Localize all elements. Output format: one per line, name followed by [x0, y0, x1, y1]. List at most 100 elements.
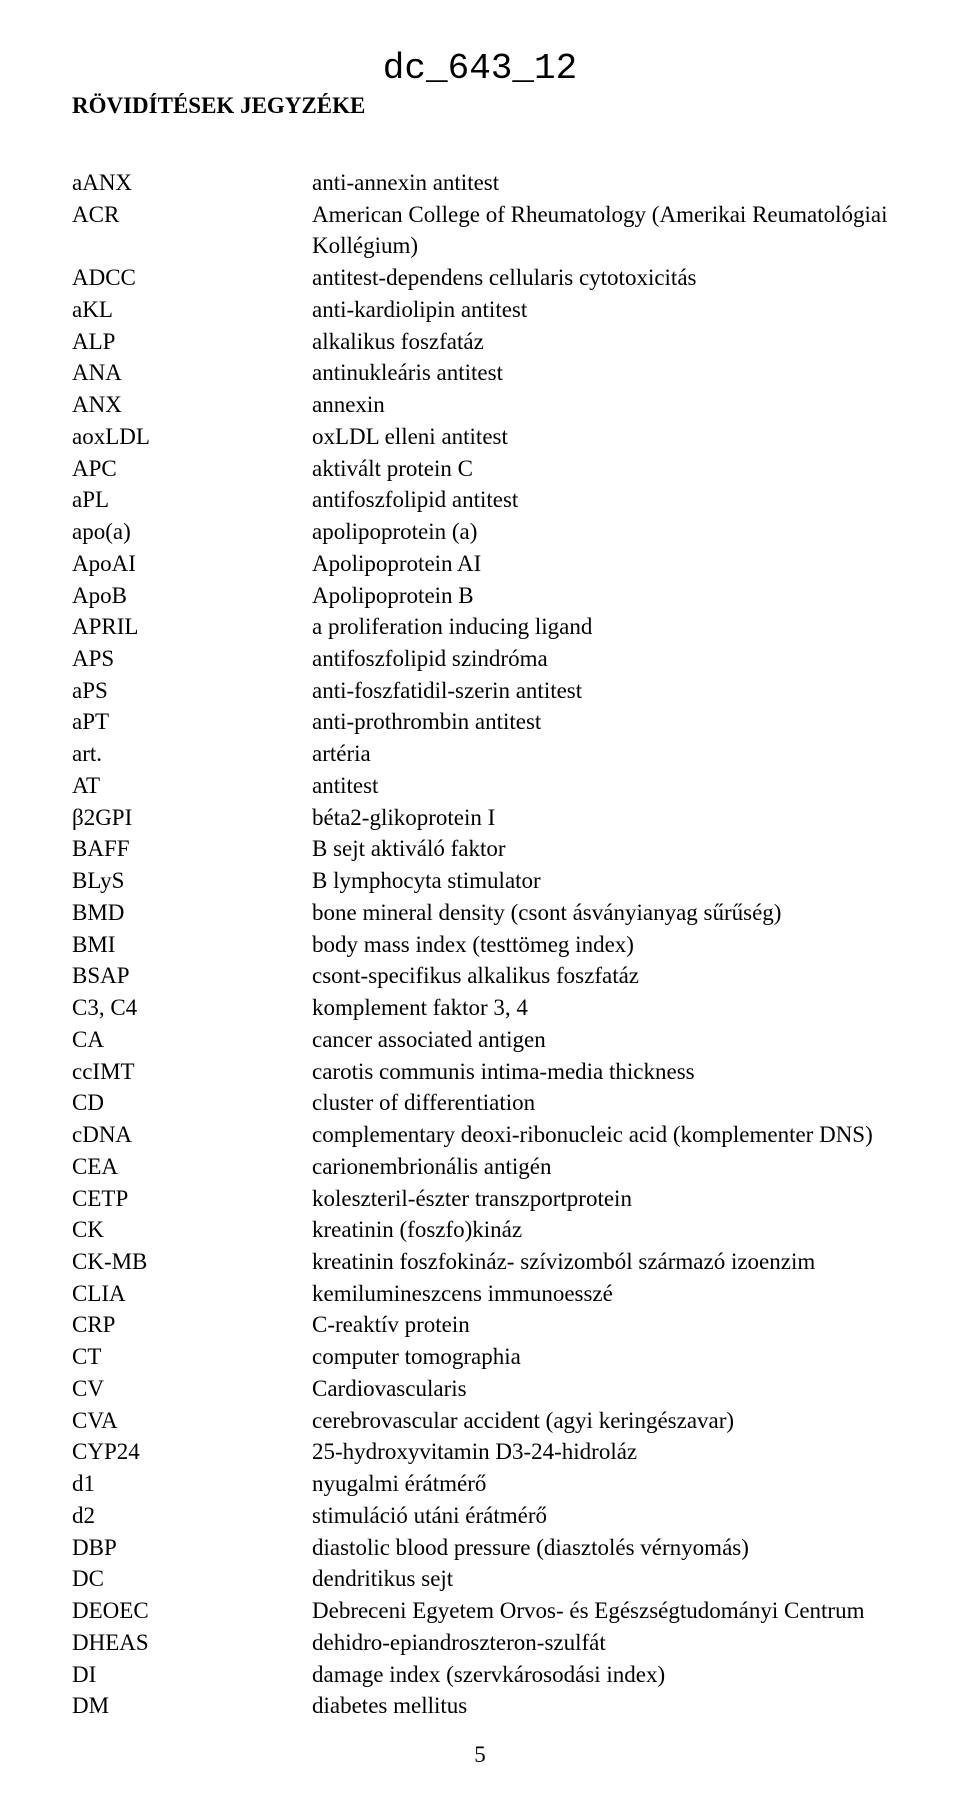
abbreviation-term: CRP	[72, 1309, 312, 1341]
abbreviation-definition: C-reaktív protein	[312, 1309, 888, 1341]
abbreviation-entry: ApoAIApolipoprotein AI	[72, 548, 888, 580]
abbreviation-term: CT	[72, 1341, 312, 1373]
abbreviation-definition: cancer associated antigen	[312, 1024, 888, 1056]
abbreviation-term: art.	[72, 738, 312, 770]
abbreviation-entry: d2stimuláció utáni érátmérő	[72, 1500, 888, 1532]
abbreviation-entry: ANAantinukleáris antitest	[72, 357, 888, 389]
abbreviation-entry: ADCCantitest-dependens cellularis cytoto…	[72, 262, 888, 294]
abbreviation-term: ALP	[72, 326, 312, 358]
abbreviation-definition: B lymphocyta stimulator	[312, 865, 888, 897]
abbreviation-term: ANX	[72, 389, 312, 421]
abbreviation-entry: ALPalkalikus foszfatáz	[72, 326, 888, 358]
abbreviation-term: ACR	[72, 199, 312, 231]
abbreviation-entry: aKLanti-kardiolipin antitest	[72, 294, 888, 326]
abbreviation-term: BMD	[72, 897, 312, 929]
abbreviation-definition: damage index (szervkárosodási index)	[312, 1659, 888, 1691]
abbreviation-entry: BSAPcsont-specifikus alkalikus foszfatáz	[72, 960, 888, 992]
abbreviation-entry: CTcomputer tomographia	[72, 1341, 888, 1373]
abbreviation-term: ANA	[72, 357, 312, 389]
abbreviation-entry: β2GPIbéta2-glikoprotein I	[72, 802, 888, 834]
abbreviation-entry: DCdendritikus sejt	[72, 1563, 888, 1595]
abbreviation-definition: kreatinin (foszfo)kináz	[312, 1214, 888, 1246]
abbreviation-term: cDNA	[72, 1119, 312, 1151]
abbreviation-term: DI	[72, 1659, 312, 1691]
abbreviation-entry: aPTanti-prothrombin antitest	[72, 706, 888, 738]
abbreviation-entry: aoxLDLoxLDL elleni antitest	[72, 421, 888, 453]
abbreviation-term: CETP	[72, 1183, 312, 1215]
abbreviation-entry: CYP2425-hydroxyvitamin D3-24-hidroláz	[72, 1436, 888, 1468]
abbreviation-definition: alkalikus foszfatáz	[312, 326, 888, 358]
abbreviation-term: DC	[72, 1563, 312, 1595]
abbreviation-term: DEOEC	[72, 1595, 312, 1627]
abbreviation-entry: CK-MBkreatinin foszfokináz- szívizomból …	[72, 1246, 888, 1278]
abbreviation-definition: csont-specifikus alkalikus foszfatáz	[312, 960, 888, 992]
abbreviation-definition: dendritikus sejt	[312, 1563, 888, 1595]
abbreviation-term: CVA	[72, 1405, 312, 1437]
document-id: dc_643_12	[72, 48, 888, 89]
abbreviation-term: DM	[72, 1690, 312, 1722]
abbreviation-term: BAFF	[72, 833, 312, 865]
abbreviation-term: BSAP	[72, 960, 312, 992]
abbreviation-entry: d1nyugalmi érátmérő	[72, 1468, 888, 1500]
abbreviation-definition: body mass index (testtömeg index)	[312, 929, 888, 961]
abbreviation-entry: CVCardiovascularis	[72, 1373, 888, 1405]
abbreviation-definition: anti-annexin antitest	[312, 167, 888, 199]
abbreviation-definition: komplement faktor 3, 4	[312, 992, 888, 1024]
abbreviation-term: BMI	[72, 929, 312, 961]
abbreviation-entry: CVAcerebrovascular accident (agyi kering…	[72, 1405, 888, 1437]
abbreviation-entry: DBPdiastolic blood pressure (diasztolés …	[72, 1532, 888, 1564]
abbreviation-term: aPS	[72, 675, 312, 707]
abbreviation-definition: carionembrionális antigén	[312, 1151, 888, 1183]
abbreviation-entry: APRILa proliferation inducing ligand	[72, 611, 888, 643]
section-heading: RÖVIDÍTÉSEK JEGYZÉKE	[72, 93, 888, 119]
abbreviation-entry: DMdiabetes mellitus	[72, 1690, 888, 1722]
abbreviation-term: DHEAS	[72, 1627, 312, 1659]
abbreviation-entry: cDNAcomplementary deoxi-ribonucleic acid…	[72, 1119, 888, 1151]
abbreviation-definition: koleszteril-észter transzportprotein	[312, 1183, 888, 1215]
abbreviation-entry: CDcluster of differentiation	[72, 1087, 888, 1119]
abbreviation-entry: APSantifoszfolipid szindróma	[72, 643, 888, 675]
abbreviation-definition: B sejt aktiváló faktor	[312, 833, 888, 865]
abbreviation-term: CLIA	[72, 1278, 312, 1310]
abbreviation-term: APRIL	[72, 611, 312, 643]
abbreviation-definition: kemilumineszcens immunoesszé	[312, 1278, 888, 1310]
abbreviation-term: CV	[72, 1373, 312, 1405]
abbreviation-term: aANX	[72, 167, 312, 199]
abbreviation-definition: complementary deoxi-ribonucleic acid (ko…	[312, 1119, 888, 1151]
abbreviation-definition: apolipoprotein (a)	[312, 516, 888, 548]
abbreviation-definition: nyugalmi érátmérő	[312, 1468, 888, 1500]
abbreviation-definition: anti-foszfatidil-szerin antitest	[312, 675, 888, 707]
abbreviation-definition: antitest-dependens cellularis cytotoxici…	[312, 262, 888, 294]
abbreviation-definition: annexin	[312, 389, 888, 421]
abbreviation-term: apo(a)	[72, 516, 312, 548]
abbreviation-definition: antitest	[312, 770, 888, 802]
abbreviation-entry: DEOECDebreceni Egyetem Orvos- és Egészsé…	[72, 1595, 888, 1627]
abbreviation-entry: BLySB lymphocyta stimulator	[72, 865, 888, 897]
abbreviation-term: CD	[72, 1087, 312, 1119]
abbreviation-definition: Cardiovascularis	[312, 1373, 888, 1405]
abbreviation-term: aoxLDL	[72, 421, 312, 453]
abbreviation-definition: antinukleáris antitest	[312, 357, 888, 389]
abbreviation-entry: DIdamage index (szervkárosodási index)	[72, 1659, 888, 1691]
abbreviation-definition: anti-prothrombin antitest	[312, 706, 888, 738]
abbreviation-definition: Apolipoprotein AI	[312, 548, 888, 580]
abbreviation-entry: APCaktivált protein C	[72, 453, 888, 485]
abbreviation-definition: cerebrovascular accident (agyi keringész…	[312, 1405, 888, 1437]
abbreviation-term: aPL	[72, 484, 312, 516]
abbreviation-entry: ccIMTcarotis communis intima-media thick…	[72, 1056, 888, 1088]
abbreviation-term: ccIMT	[72, 1056, 312, 1088]
abbreviation-entry: BAFFB sejt aktiváló faktor	[72, 833, 888, 865]
abbreviation-definition: antifoszfolipid antitest	[312, 484, 888, 516]
abbreviation-term: ApoB	[72, 580, 312, 612]
page-number: 5	[0, 1742, 960, 1768]
abbreviation-entry: CAcancer associated antigen	[72, 1024, 888, 1056]
abbreviation-term: ADCC	[72, 262, 312, 294]
abbreviation-definition: cluster of differentiation	[312, 1087, 888, 1119]
abbreviation-term: d2	[72, 1500, 312, 1532]
abbreviation-term: CEA	[72, 1151, 312, 1183]
abbreviation-term: BLyS	[72, 865, 312, 897]
abbreviation-definition: artéria	[312, 738, 888, 770]
abbreviation-entry: CKkreatinin (foszfo)kináz	[72, 1214, 888, 1246]
abbreviation-term: CK-MB	[72, 1246, 312, 1278]
abbreviation-entry: CLIAkemilumineszcens immunoesszé	[72, 1278, 888, 1310]
